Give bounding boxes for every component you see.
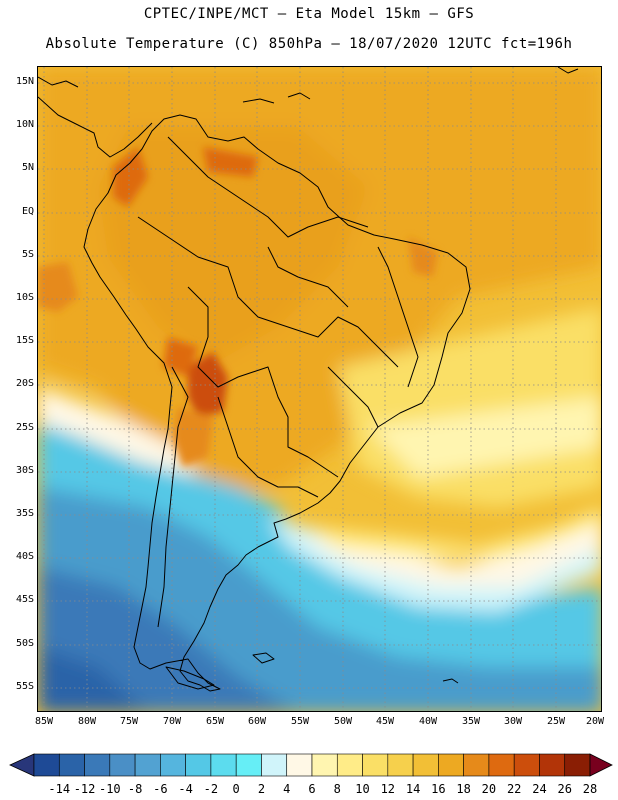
lon-label: 65W [205,716,225,727]
colorbar-swatch [185,753,212,777]
colorbar-swatch [210,753,237,777]
temperature-map [37,66,602,712]
lon-label: 20W [585,716,605,727]
lon-label: 45W [375,716,395,727]
lat-label: 25S [15,422,34,433]
lat-label: 30S [15,465,34,476]
colorbar-label: -2 [203,782,219,796]
map-title-line-2: Absolute Temperature (C) 850hPa – 18/07/… [45,36,573,52]
colorbar-swatch [387,753,414,777]
colorbar-label: 18 [456,782,471,796]
lon-label: 75W [119,716,139,727]
map-canvas [38,67,601,711]
colorbar-label: 20 [481,782,497,796]
colorbar-label: 24 [532,782,547,796]
temperature-shading [38,67,601,711]
lon-label: 50W [333,716,353,727]
colorbar-swatch [513,753,540,777]
lon-label: 35W [461,716,481,727]
lon-label: 60W [247,716,267,727]
lon-label: 25W [546,716,566,727]
colorbar-label: 12 [380,782,396,796]
lon-label: 80W [77,716,97,727]
warm-cores [38,147,438,467]
colorbar-swatch [438,753,464,777]
lon-label: 55W [290,716,310,727]
lat-label: 20S [15,378,34,389]
colorbar-over-triangle [589,753,613,777]
lon-label: 30W [503,716,523,727]
lat-label: 10N [15,119,34,130]
colorbar-swatch [261,753,288,777]
colorbar-label: 2 [257,782,266,796]
map-title-line-1: CPTEC/INPE/MCT – Eta Model 15km – GFS [143,6,475,22]
colorbar-label: -12 [73,782,96,796]
colorbar-swatch [109,753,136,777]
colorbar-label: 8 [333,782,341,796]
colorbar-under-triangle [9,753,35,777]
colorbar-swatch [311,753,338,777]
lat-label: 55S [15,681,34,692]
lon-label: 85W [34,716,54,727]
colorbar-label: 28 [582,782,598,796]
colorbar-label: 10 [355,782,370,796]
colorbar-swatch [362,753,389,777]
colorbar-label: -14 [48,782,71,796]
colorbar-label: -6 [153,782,168,796]
colorbar-label: 4 [283,782,291,796]
colorbar-label: -4 [178,782,193,796]
colorbar [9,753,613,777]
colorbar-swatch [412,753,439,777]
colorbar-swatch [160,753,186,777]
lon-label: 70W [162,716,182,727]
lat-label: 10S [15,292,34,303]
colorbar-swatch [488,753,515,777]
lat-label: 15S [15,335,34,346]
colorbar-swatch [58,753,85,777]
colorbar-label: 16 [431,782,446,796]
lat-label: 50S [15,638,34,649]
colorbar-swatch [463,753,490,777]
lat-label: 35S [15,508,34,519]
lon-label: 40W [418,716,438,727]
colorbar-label: 6 [308,782,316,796]
colorbar-label: 0 [232,782,240,796]
colorbar-swatch [286,753,313,777]
lat-label: 5S [21,249,34,260]
colorbar-label: 22 [506,782,522,796]
colorbar-swatch [564,753,591,777]
lat-label: 45S [15,594,34,605]
colorbar-swatch [33,753,60,777]
colorbar-swatch [235,753,262,777]
lat-label: EQ [21,206,34,217]
lat-label: 15N [15,76,34,87]
lat-label: 5N [21,162,34,173]
colorbar-swatch [336,753,363,777]
colorbar-swatch [84,753,111,777]
colorbar-swatch [539,753,566,777]
colorbar-label: 26 [557,782,572,796]
colorbar-label: -8 [127,782,143,796]
colorbar-swatch [134,753,161,777]
lat-label: 40S [15,551,34,562]
colorbar-label: -10 [98,782,121,796]
coastlines [38,67,579,692]
colorbar-label: 14 [405,782,421,796]
